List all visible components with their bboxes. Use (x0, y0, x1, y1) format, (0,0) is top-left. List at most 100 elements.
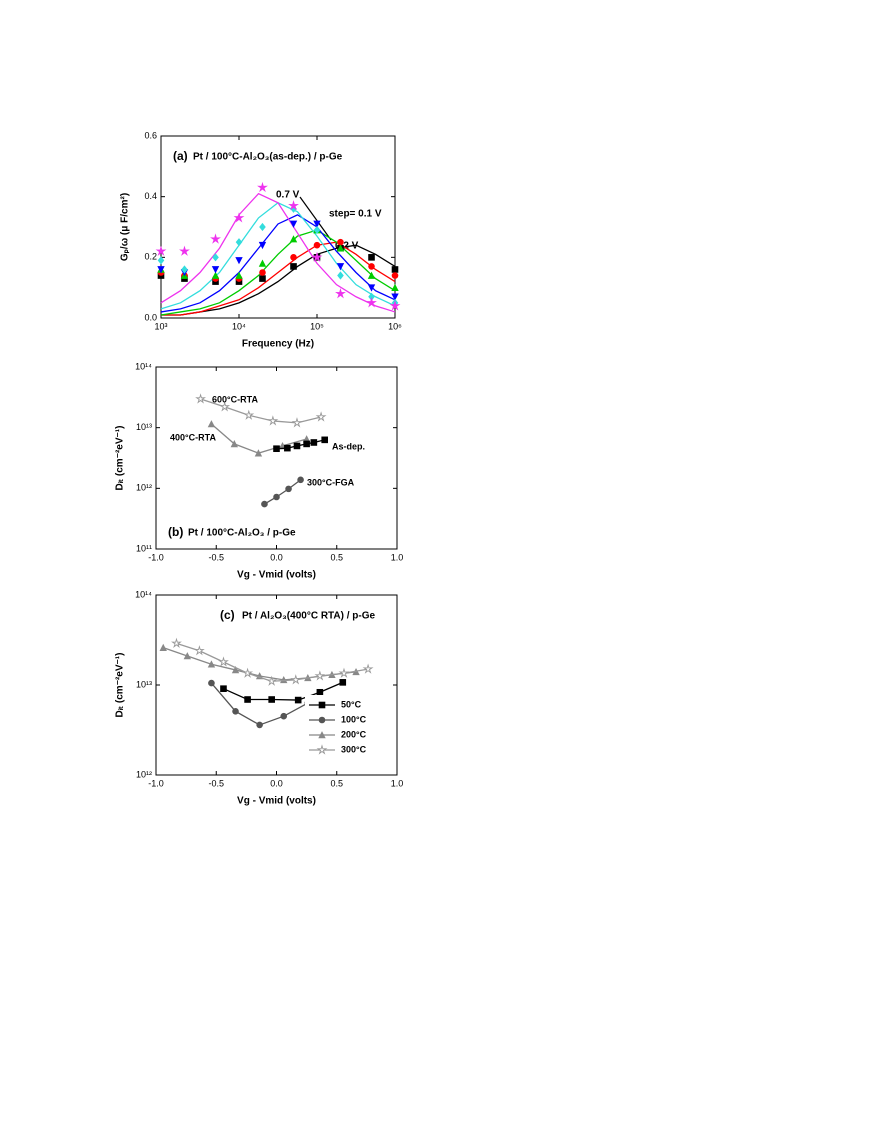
marker (181, 265, 188, 274)
series-line (264, 479, 301, 505)
marker (391, 283, 399, 291)
panel-label: (b) (168, 525, 183, 539)
marker (195, 393, 207, 404)
marker (256, 721, 263, 729)
marker (311, 251, 323, 262)
series-label: 400°C-RTA (170, 432, 216, 442)
x-tick-label: -0.5 (208, 778, 224, 788)
legend-marker (318, 731, 326, 739)
marker (220, 685, 227, 692)
marker (230, 440, 239, 448)
marker (310, 439, 318, 446)
marker (273, 445, 280, 453)
marker (244, 696, 251, 703)
y-tick-label: 0.6 (144, 130, 157, 140)
marker (235, 257, 243, 265)
marker (179, 245, 190, 256)
y-axis-label: Dᵢₜ (cm⁻²eV⁻¹) (115, 426, 126, 491)
marker (321, 436, 328, 444)
legend-label: 300°C (341, 744, 367, 754)
marker (235, 271, 243, 279)
marker (290, 254, 297, 261)
marker (368, 292, 375, 301)
marker (336, 244, 345, 252)
marker (285, 485, 292, 493)
marker (233, 212, 245, 223)
marker (243, 409, 255, 420)
marker (368, 254, 375, 261)
marker (391, 293, 399, 301)
x-tick-label: 10⁶ (388, 321, 402, 331)
marker (313, 220, 321, 228)
marker (208, 679, 215, 687)
marker (366, 297, 377, 308)
marker (367, 271, 376, 279)
marker (268, 696, 275, 703)
marker (337, 238, 344, 246)
marker (212, 253, 219, 262)
series-line (223, 681, 344, 701)
legend-label: 100°C (341, 714, 367, 724)
x-tick-label: -1.0 (148, 778, 164, 788)
y-tick-label: 0.0 (144, 312, 157, 322)
x-axis-label: Frequency (Hz) (242, 339, 314, 350)
marker (273, 493, 280, 501)
marker (362, 663, 374, 674)
legend-marker (318, 716, 326, 724)
x-tick-label: 0.0 (270, 778, 283, 788)
x-tick-label: 1.0 (391, 552, 404, 562)
marker (210, 233, 221, 244)
y-tick-label: 10¹³ (136, 422, 152, 432)
marker (315, 411, 327, 422)
marker (219, 401, 231, 412)
legend-marker (318, 701, 326, 709)
marker (290, 263, 297, 270)
series-label: 600°C-RTA (212, 394, 258, 404)
annotation: step= 0.1 V (329, 209, 382, 220)
marker (232, 708, 239, 715)
legend-marker (316, 744, 328, 755)
chart-title: Pt / Al₂O₃(400°C RTA) / p-Ge (242, 611, 376, 622)
marker (157, 266, 165, 274)
marker (259, 222, 266, 232)
marker (368, 263, 375, 270)
marker (211, 271, 220, 279)
series-label: As-dep. (332, 441, 365, 451)
marker (157, 256, 165, 265)
marker (259, 269, 266, 276)
marker (289, 220, 298, 228)
panel-label: (c) (220, 608, 235, 622)
marker (367, 284, 376, 292)
marker (338, 667, 350, 678)
x-axis-label: Vg - Vmid (volts) (237, 796, 316, 807)
x-tick-label: 10⁵ (310, 321, 324, 331)
marker (303, 440, 310, 448)
series-label: 300°C-FGA (307, 477, 355, 487)
marker (280, 675, 288, 684)
marker (267, 415, 279, 426)
x-tick-label: 0.0 (270, 552, 283, 562)
fit-line (160, 214, 396, 313)
x-axis-label: Vg - Vmid (volts) (237, 570, 316, 581)
arrow (299, 196, 332, 241)
x-tick-label: 1.0 (391, 778, 404, 788)
marker (183, 652, 192, 660)
marker (261, 500, 268, 508)
fit-line (161, 241, 396, 316)
y-tick-label: 0.2 (144, 252, 157, 262)
marker (155, 245, 167, 256)
marker (297, 476, 304, 484)
marker (339, 679, 347, 686)
marker (289, 235, 298, 243)
marker (291, 417, 303, 428)
marker (316, 688, 324, 696)
x-tick-label: -1.0 (148, 552, 164, 562)
marker (288, 200, 299, 211)
marker (293, 442, 301, 450)
marker (159, 643, 167, 651)
y-tick-label: 0.4 (144, 191, 157, 201)
legend-label: 50°C (341, 699, 362, 709)
marker (218, 656, 229, 667)
marker (391, 266, 399, 273)
marker (235, 238, 243, 247)
